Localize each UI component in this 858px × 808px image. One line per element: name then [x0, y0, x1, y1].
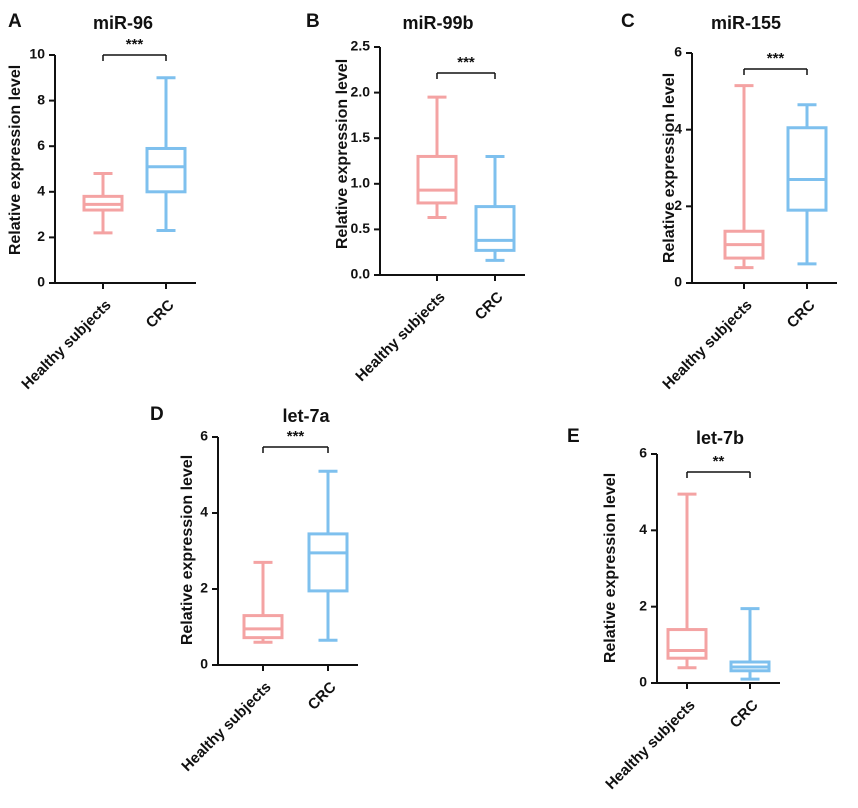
- y-tick-label: 0: [639, 674, 647, 690]
- panel-letter: E: [567, 426, 580, 447]
- significance-label: ***: [287, 428, 305, 445]
- box-crc: [474, 154, 516, 262]
- y-tick-label: 4: [37, 183, 45, 199]
- iqr-box: [307, 532, 349, 593]
- y-tick-label: 2: [639, 597, 647, 613]
- y-axis-title: Relative expression level: [334, 59, 351, 249]
- iqr-box: [666, 628, 708, 660]
- y-tick-label: 0: [200, 656, 208, 672]
- y-axis-title: Relative expression level: [602, 473, 619, 663]
- x-category-label: Healthy subjects: [18, 297, 114, 393]
- iqr-box: [416, 154, 458, 205]
- x-category-label: CRC: [305, 678, 340, 713]
- box-crc: [786, 103, 828, 266]
- x-category-label: Healthy subjects: [659, 297, 755, 393]
- y-tick-label: 4: [674, 120, 682, 136]
- y-tick-label: 4: [639, 521, 647, 537]
- iqr-box: [474, 205, 516, 252]
- chart-title: let-7a: [282, 406, 330, 426]
- panel-letter: A: [8, 11, 22, 32]
- box-healthy: [242, 560, 284, 644]
- y-tick-label: 10: [29, 46, 45, 62]
- box-healthy: [666, 492, 708, 670]
- box-healthy: [723, 84, 765, 270]
- significance-label: **: [713, 453, 725, 470]
- y-tick-label: 0: [674, 274, 682, 290]
- box-crc: [729, 607, 771, 681]
- significance-label: ***: [126, 36, 144, 53]
- y-tick-label: 6: [200, 428, 208, 444]
- y-axis-title: Relative expression level: [7, 65, 24, 255]
- y-tick-label: 4: [200, 504, 208, 520]
- iqr-box: [786, 126, 828, 212]
- y-axis-title: Relative expression level: [179, 455, 196, 645]
- y-tick-label: 2: [674, 197, 682, 213]
- chart-title: miR-155: [711, 13, 781, 33]
- panel-letter: C: [621, 11, 635, 32]
- iqr-box: [242, 614, 284, 640]
- y-tick-label: 2.0: [351, 83, 371, 99]
- y-tick-label: 6: [639, 445, 647, 461]
- y-tick-label: 1.5: [351, 129, 371, 145]
- y-tick-label: 2: [37, 228, 45, 244]
- y-tick-label: 0.0: [351, 266, 371, 282]
- box-crc: [145, 76, 187, 233]
- box-healthy: [416, 95, 458, 220]
- y-tick-label: 2: [200, 580, 208, 596]
- x-category-label: CRC: [727, 696, 762, 731]
- x-category-label: Healthy subjects: [178, 679, 274, 775]
- box-healthy: [82, 172, 124, 235]
- iqr-box: [145, 146, 187, 194]
- significance-label: ***: [457, 54, 475, 71]
- y-tick-label: 8: [37, 91, 45, 107]
- y-tick-label: 6: [674, 44, 682, 60]
- y-tick-label: 0: [37, 274, 45, 290]
- chart-title: miR-96: [93, 13, 153, 33]
- panel-letter: D: [150, 404, 164, 425]
- x-category-label: Healthy subjects: [352, 289, 448, 385]
- panel-letter: B: [306, 11, 320, 32]
- y-tick-label: 2.5: [351, 38, 371, 54]
- chart-title: miR-99b: [402, 13, 473, 33]
- chart-title: let-7b: [696, 428, 744, 448]
- x-category-label: Healthy subjects: [602, 697, 698, 793]
- box-crc: [307, 469, 349, 642]
- y-tick-label: 1.0: [351, 175, 371, 191]
- significance-label: ***: [767, 50, 785, 67]
- x-category-label: CRC: [472, 288, 507, 323]
- y-axis-title: Relative expression level: [661, 73, 678, 263]
- y-tick-label: 0.5: [351, 220, 371, 236]
- x-category-label: CRC: [143, 296, 178, 331]
- x-category-label: CRC: [784, 296, 819, 331]
- y-tick-label: 6: [37, 137, 45, 153]
